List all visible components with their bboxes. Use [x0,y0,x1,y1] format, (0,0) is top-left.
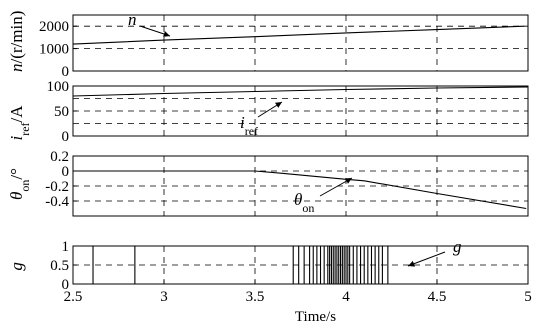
x-axis-label: Time/s [295,309,336,324]
y-tick-label: 0 [62,129,70,145]
y-tick-label: 50 [54,104,69,120]
y-axis-label: θon/° [7,168,32,200]
annotation-label: iref [240,113,258,138]
annotation-arrowhead [345,178,352,184]
series-line [72,25,525,45]
y-tick-label: -0.4 [45,194,69,210]
panel-1: 0 1000 2000 n/(r/min) n [7,10,529,80]
annotation-label: θon [294,190,314,215]
x-tick-label: 3.5 [246,289,265,305]
y-tick-label: 0 [62,64,70,80]
annotation-arrowhead [408,260,415,267]
y-tick-label: 1000 [39,42,69,58]
panel-2: 0 50 100 iref/A iref [7,79,529,145]
y-tick-label: 0.5 [50,258,69,274]
panel-3: -0.4-0.200.2 θon/° θon [7,149,529,217]
y-tick-label: 1 [62,239,70,255]
annotation-arrowhead [163,31,170,37]
x-tick-label: 4.5 [428,289,447,305]
annotation-arrowhead [275,102,282,108]
annotation-arrow [407,251,446,267]
annotation-label: g [453,237,462,256]
y-axis-label: n/(r/min) [7,11,26,72]
x-tick-label: 4 [342,289,350,305]
x-tick-label: 2.5 [64,289,83,305]
series-line [72,86,529,97]
y-tick-label: 0 [62,164,70,180]
y-tick-label: 2000 [39,19,69,35]
y-axis-label: iref/A [7,105,32,141]
y-tick-label: 0.2 [50,149,69,165]
annotation-label: n [128,10,137,29]
y-tick-label: -0.2 [45,179,69,195]
y-tick-label: 0 [62,277,70,293]
x-tick-label: 5 [524,289,532,305]
axes-box [72,14,529,72]
y-tick-label: 100 [47,79,70,95]
x-tick-label: 3 [160,289,168,305]
panel-4: 0 0.5 1 2.5 3 3.5 4 4.5 5 Time/s g g [7,237,532,324]
y-axis-label: g [7,262,26,271]
